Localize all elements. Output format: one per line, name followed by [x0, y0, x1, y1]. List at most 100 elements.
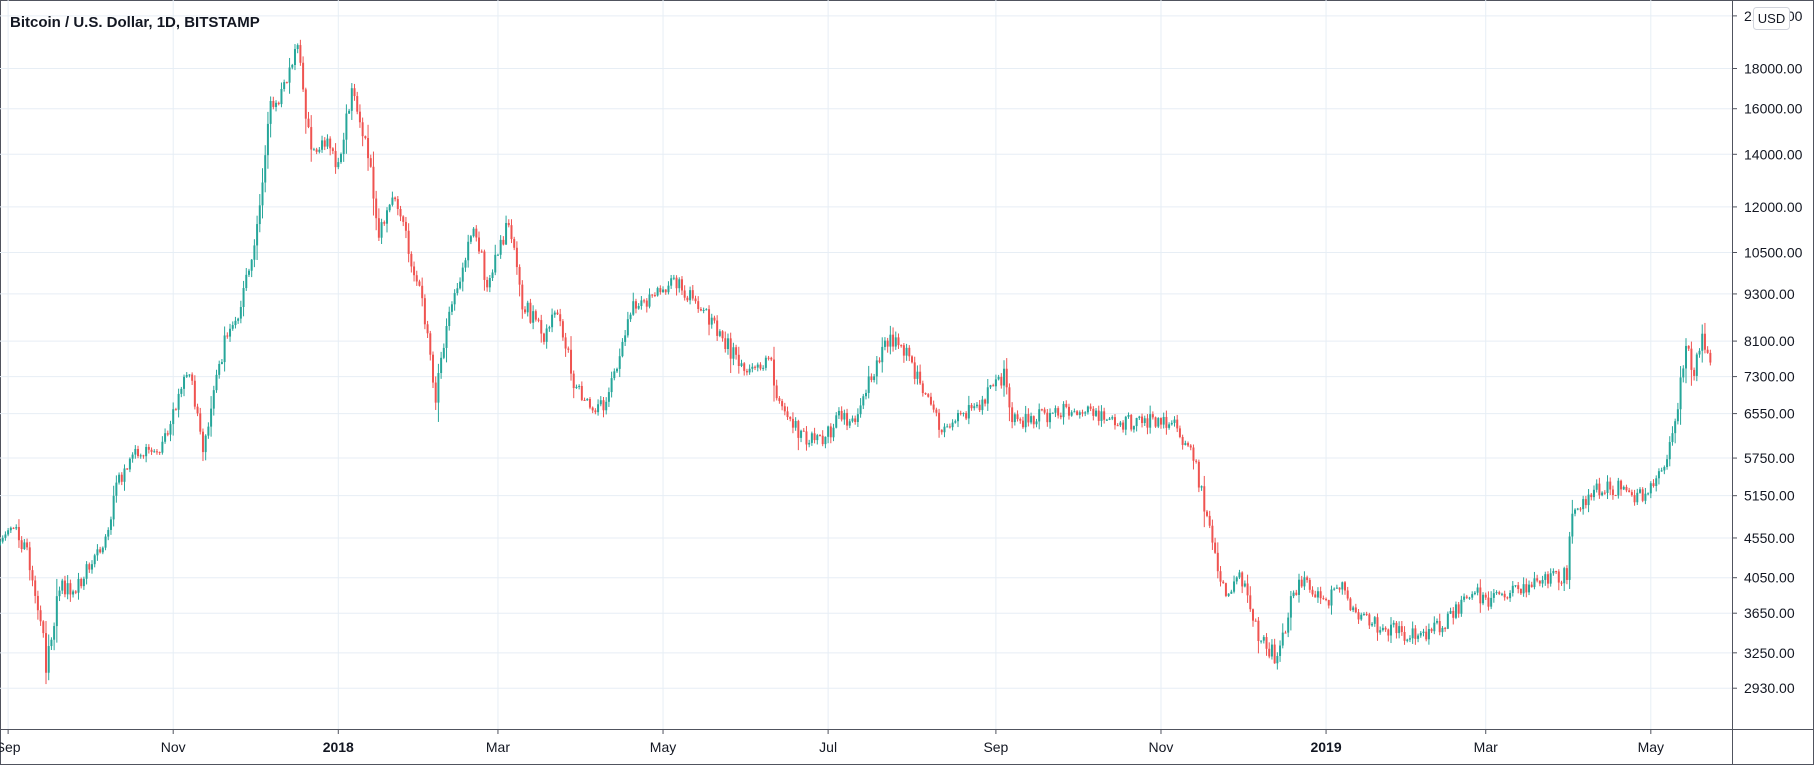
- candle: [859, 398, 862, 418]
- candle: [1528, 580, 1531, 596]
- candle-body: [854, 418, 857, 422]
- candle-body: [1097, 410, 1100, 421]
- candle: [542, 332, 545, 345]
- candle: [1465, 594, 1468, 600]
- time-tick-label: Mar: [486, 739, 510, 755]
- candle: [1398, 621, 1401, 639]
- candle-body: [269, 100, 272, 124]
- candle-body: [1695, 354, 1698, 376]
- candle: [981, 395, 984, 415]
- chart-title: Bitcoin / U.S. Dollar, 1D, BITSTAMP: [10, 14, 260, 31]
- candle-body: [664, 289, 667, 293]
- price-tick-label: 2930.00: [1744, 680, 1795, 696]
- candle: [1303, 571, 1306, 591]
- candle: [66, 575, 69, 600]
- candle: [994, 374, 997, 391]
- candle-body: [166, 433, 169, 435]
- candle-body: [1503, 593, 1506, 598]
- price-tick-label: 3250.00: [1744, 645, 1795, 661]
- candle-body: [954, 421, 957, 423]
- candle: [532, 305, 535, 330]
- candle-body: [957, 413, 960, 422]
- candle-body: [1287, 617, 1290, 633]
- candle: [1316, 587, 1319, 603]
- candle-body: [1011, 407, 1014, 423]
- candle: [802, 428, 805, 432]
- candle-body: [1555, 571, 1558, 573]
- candle: [472, 227, 475, 238]
- candle: [1376, 613, 1379, 641]
- candle: [1035, 418, 1038, 428]
- candle: [323, 137, 326, 151]
- candle: [1473, 591, 1476, 596]
- candle-body: [1195, 460, 1198, 462]
- candle-body: [1197, 461, 1200, 488]
- candle: [285, 81, 288, 84]
- candle-body: [453, 293, 456, 305]
- candle-body: [1487, 597, 1490, 607]
- candle-body: [618, 356, 621, 369]
- candle: [540, 314, 543, 343]
- candle: [737, 346, 740, 374]
- candle-body: [691, 290, 694, 299]
- candle-body: [975, 404, 978, 407]
- candle-body: [275, 102, 278, 107]
- currency-badge[interactable]: USD: [1753, 7, 1790, 30]
- candle-body: [791, 418, 794, 428]
- candle: [610, 371, 613, 398]
- candle-body: [293, 48, 296, 66]
- candle-body: [155, 451, 158, 453]
- candle-body: [675, 277, 678, 289]
- candle-body: [851, 418, 854, 422]
- candle: [1243, 580, 1246, 588]
- candle-body: [1270, 644, 1273, 657]
- candle-body: [1208, 515, 1211, 526]
- candle-body: [486, 279, 489, 288]
- time-axis[interactable]: Sep Nov 2018 Mar May Jul Sep Nov 2019 Mar May: [0, 729, 1664, 755]
- candle: [1576, 507, 1579, 511]
- candle: [12, 527, 15, 530]
- currency-badge-box[interactable]: [1753, 7, 1790, 30]
- candle: [1379, 626, 1382, 635]
- candle-body: [1484, 594, 1487, 598]
- candle-body: [17, 527, 20, 541]
- candle: [713, 315, 716, 324]
- time-tick-label: 2018: [323, 739, 354, 755]
- candle-body: [459, 281, 462, 289]
- candle-body: [683, 290, 686, 298]
- candle: [1049, 408, 1052, 429]
- candle: [1262, 635, 1265, 644]
- currency-badge-label[interactable]: USD: [1758, 11, 1785, 26]
- candle-body: [1049, 412, 1052, 423]
- candle: [391, 191, 394, 207]
- candle: [128, 457, 131, 473]
- candle: [101, 546, 104, 555]
- candle: [326, 134, 329, 150]
- candle: [1657, 468, 1660, 485]
- candle: [1319, 586, 1322, 605]
- candle: [1205, 509, 1208, 518]
- candle-body: [1078, 412, 1081, 415]
- candle: [1030, 412, 1033, 425]
- candle-body: [1476, 587, 1479, 593]
- candle: [1016, 410, 1019, 422]
- candle: [1311, 586, 1314, 597]
- candle: [667, 281, 670, 295]
- candle-body: [1119, 422, 1122, 426]
- candle-body: [1357, 612, 1360, 620]
- time-tick-label: Sep: [983, 739, 1008, 755]
- candle: [513, 236, 516, 251]
- candle: [1449, 607, 1452, 615]
- candle-body: [74, 591, 77, 593]
- candle-body: [564, 337, 567, 349]
- price-tick-label: 10500.00: [1744, 244, 1803, 260]
- candle-body: [540, 320, 543, 334]
- candle-body: [237, 318, 240, 321]
- candle: [99, 546, 102, 554]
- candle: [361, 117, 364, 147]
- candle-body: [375, 198, 378, 219]
- candle-body: [47, 646, 50, 673]
- candle: [1457, 601, 1460, 618]
- candle: [329, 136, 332, 156]
- candle: [442, 343, 445, 360]
